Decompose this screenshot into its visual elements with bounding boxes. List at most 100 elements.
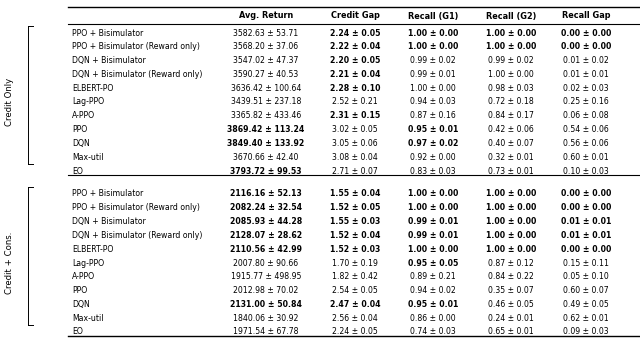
Text: 1.00 ± 0.00: 1.00 ± 0.00 [486,217,536,226]
Text: 1.00 ± 0.00: 1.00 ± 0.00 [486,29,536,37]
Text: 0.60 ± 0.01: 0.60 ± 0.01 [563,153,609,162]
Text: 0.62 ± 0.01: 0.62 ± 0.01 [563,314,609,323]
Text: 0.00 ± 0.00: 0.00 ± 0.00 [561,245,611,254]
Text: 1.00 ± 0.00: 1.00 ± 0.00 [486,231,536,240]
Text: 1.00 ± 0.00: 1.00 ± 0.00 [408,203,458,212]
Text: 0.42 ± 0.06: 0.42 ± 0.06 [488,125,534,134]
Text: 3793.72 ± 99.53: 3793.72 ± 99.53 [230,166,301,176]
Text: Credit Gap: Credit Gap [331,12,380,21]
Text: 3582.63 ± 53.71: 3582.63 ± 53.71 [234,29,299,37]
Text: 0.56 ± 0.06: 0.56 ± 0.06 [563,139,609,148]
Text: 2131.00 ± 50.84: 2131.00 ± 50.84 [230,300,302,309]
Text: EO: EO [72,166,83,176]
Text: 0.95 ± 0.05: 0.95 ± 0.05 [408,259,458,267]
Text: 0.72 ± 0.18: 0.72 ± 0.18 [488,97,534,106]
Text: 0.00 ± 0.00: 0.00 ± 0.00 [561,190,611,199]
Text: ELBERT-PO: ELBERT-PO [72,84,113,93]
Text: 0.89 ± 0.21: 0.89 ± 0.21 [410,272,456,281]
Text: 1.52 ± 0.03: 1.52 ± 0.03 [330,245,380,254]
Text: 1840.06 ± 30.92: 1840.06 ± 30.92 [234,314,299,323]
Text: 0.01 ± 0.02: 0.01 ± 0.02 [563,56,609,65]
Text: 0.65 ± 0.01: 0.65 ± 0.01 [488,327,534,336]
Text: 1.52 ± 0.05: 1.52 ± 0.05 [330,203,380,212]
Text: 1.00 ± 0.00: 1.00 ± 0.00 [408,245,458,254]
Text: EO: EO [72,327,83,336]
Text: 0.49 ± 0.05: 0.49 ± 0.05 [563,300,609,309]
Text: 0.99 ± 0.01: 0.99 ± 0.01 [410,70,456,79]
Text: 2082.24 ± 32.54: 2082.24 ± 32.54 [230,203,302,212]
Text: 3.05 ± 0.06: 3.05 ± 0.06 [332,139,378,148]
Text: 2007.80 ± 90.66: 2007.80 ± 90.66 [234,259,299,267]
Text: 1.82 ± 0.42: 1.82 ± 0.42 [332,272,378,281]
Text: Max-util: Max-util [72,314,104,323]
Text: 3.08 ± 0.04: 3.08 ± 0.04 [332,153,378,162]
Text: 0.92 ± 0.00: 0.92 ± 0.00 [410,153,456,162]
Text: 0.84 ± 0.17: 0.84 ± 0.17 [488,111,534,120]
Text: 1.00 ± 0.00: 1.00 ± 0.00 [486,190,536,199]
Text: 0.95 ± 0.01: 0.95 ± 0.01 [408,125,458,134]
Text: 1.00 ± 0.00: 1.00 ± 0.00 [410,84,456,93]
Text: 0.60 ± 0.07: 0.60 ± 0.07 [563,286,609,295]
Text: 2.47 ± 0.04: 2.47 ± 0.04 [330,300,380,309]
Text: A-PPO: A-PPO [72,111,95,120]
Text: 2.31 ± 0.15: 2.31 ± 0.15 [330,111,380,120]
Text: 2085.93 ± 44.28: 2085.93 ± 44.28 [230,217,302,226]
Text: 0.73 ± 0.01: 0.73 ± 0.01 [488,166,534,176]
Text: 2116.16 ± 52.13: 2116.16 ± 52.13 [230,190,302,199]
Text: PPO + Bisimulator: PPO + Bisimulator [72,29,143,37]
Text: 1.00 ± 0.00: 1.00 ± 0.00 [486,42,536,51]
Text: 3590.27 ± 40.53: 3590.27 ± 40.53 [234,70,299,79]
Text: 0.05 ± 0.10: 0.05 ± 0.10 [563,272,609,281]
Text: 0.06 ± 0.08: 0.06 ± 0.08 [563,111,609,120]
Text: 0.25 ± 0.16: 0.25 ± 0.16 [563,97,609,106]
Text: 0.99 ± 0.02: 0.99 ± 0.02 [488,56,534,65]
Text: 0.97 ± 0.02: 0.97 ± 0.02 [408,139,458,148]
Text: 3.02 ± 0.05: 3.02 ± 0.05 [332,125,378,134]
Text: Credit Only: Credit Only [6,78,15,126]
Text: 0.98 ± 0.03: 0.98 ± 0.03 [488,84,534,93]
Text: 3547.02 ± 47.37: 3547.02 ± 47.37 [234,56,299,65]
Text: PPO + Bisimulator: PPO + Bisimulator [72,190,143,199]
Text: DQN: DQN [72,300,90,309]
Text: 2.52 ± 0.21: 2.52 ± 0.21 [332,97,378,106]
Text: 0.94 ± 0.02: 0.94 ± 0.02 [410,286,456,295]
Text: 0.95 ± 0.01: 0.95 ± 0.01 [408,300,458,309]
Text: 1.52 ± 0.04: 1.52 ± 0.04 [330,231,380,240]
Text: 0.01 ± 0.01: 0.01 ± 0.01 [561,231,611,240]
Text: Recall (G1): Recall (G1) [408,12,458,21]
Text: 3869.42 ± 113.24: 3869.42 ± 113.24 [227,125,305,134]
Text: 2.54 ± 0.05: 2.54 ± 0.05 [332,286,378,295]
Text: DQN + Bisimulator (Reward only): DQN + Bisimulator (Reward only) [72,70,202,79]
Text: 0.84 ± 0.22: 0.84 ± 0.22 [488,272,534,281]
Text: DQN + Bisimulator: DQN + Bisimulator [72,217,146,226]
Text: PPO: PPO [72,286,87,295]
Text: 1.00 ± 0.00: 1.00 ± 0.00 [486,203,536,212]
Text: 0.99 ± 0.02: 0.99 ± 0.02 [410,56,456,65]
Text: 0.40 ± 0.07: 0.40 ± 0.07 [488,139,534,148]
Text: ELBERT-PO: ELBERT-PO [72,245,113,254]
Text: 0.00 ± 0.00: 0.00 ± 0.00 [561,42,611,51]
Text: 3670.66 ± 42.40: 3670.66 ± 42.40 [234,153,299,162]
Text: 1.00 ± 0.00: 1.00 ± 0.00 [408,190,458,199]
Text: Lag-PPO: Lag-PPO [72,259,104,267]
Text: 0.00 ± 0.00: 0.00 ± 0.00 [561,29,611,37]
Text: 1.70 ± 0.19: 1.70 ± 0.19 [332,259,378,267]
Text: 2.20 ± 0.05: 2.20 ± 0.05 [330,56,380,65]
Text: 2.24 ± 0.05: 2.24 ± 0.05 [332,327,378,336]
Text: Recall (G2): Recall (G2) [486,12,536,21]
Text: 2.71 ± 0.07: 2.71 ± 0.07 [332,166,378,176]
Text: 0.01 ± 0.01: 0.01 ± 0.01 [561,217,611,226]
Text: 2.22 ± 0.04: 2.22 ± 0.04 [330,42,380,51]
Text: DQN + Bisimulator: DQN + Bisimulator [72,56,146,65]
Text: 1915.77 ± 498.95: 1915.77 ± 498.95 [231,272,301,281]
Text: 0.00 ± 0.00: 0.00 ± 0.00 [561,203,611,212]
Text: 0.10 ± 0.03: 0.10 ± 0.03 [563,166,609,176]
Text: 3636.42 ± 100.64: 3636.42 ± 100.64 [231,84,301,93]
Text: 1.00 ± 0.00: 1.00 ± 0.00 [408,29,458,37]
Text: 0.35 ± 0.07: 0.35 ± 0.07 [488,286,534,295]
Text: 0.46 ± 0.05: 0.46 ± 0.05 [488,300,534,309]
Text: 1.55 ± 0.04: 1.55 ± 0.04 [330,190,380,199]
Text: 0.87 ± 0.12: 0.87 ± 0.12 [488,259,534,267]
Text: Credit + Cons.: Credit + Cons. [6,232,15,294]
Text: Lag-PPO: Lag-PPO [72,97,104,106]
